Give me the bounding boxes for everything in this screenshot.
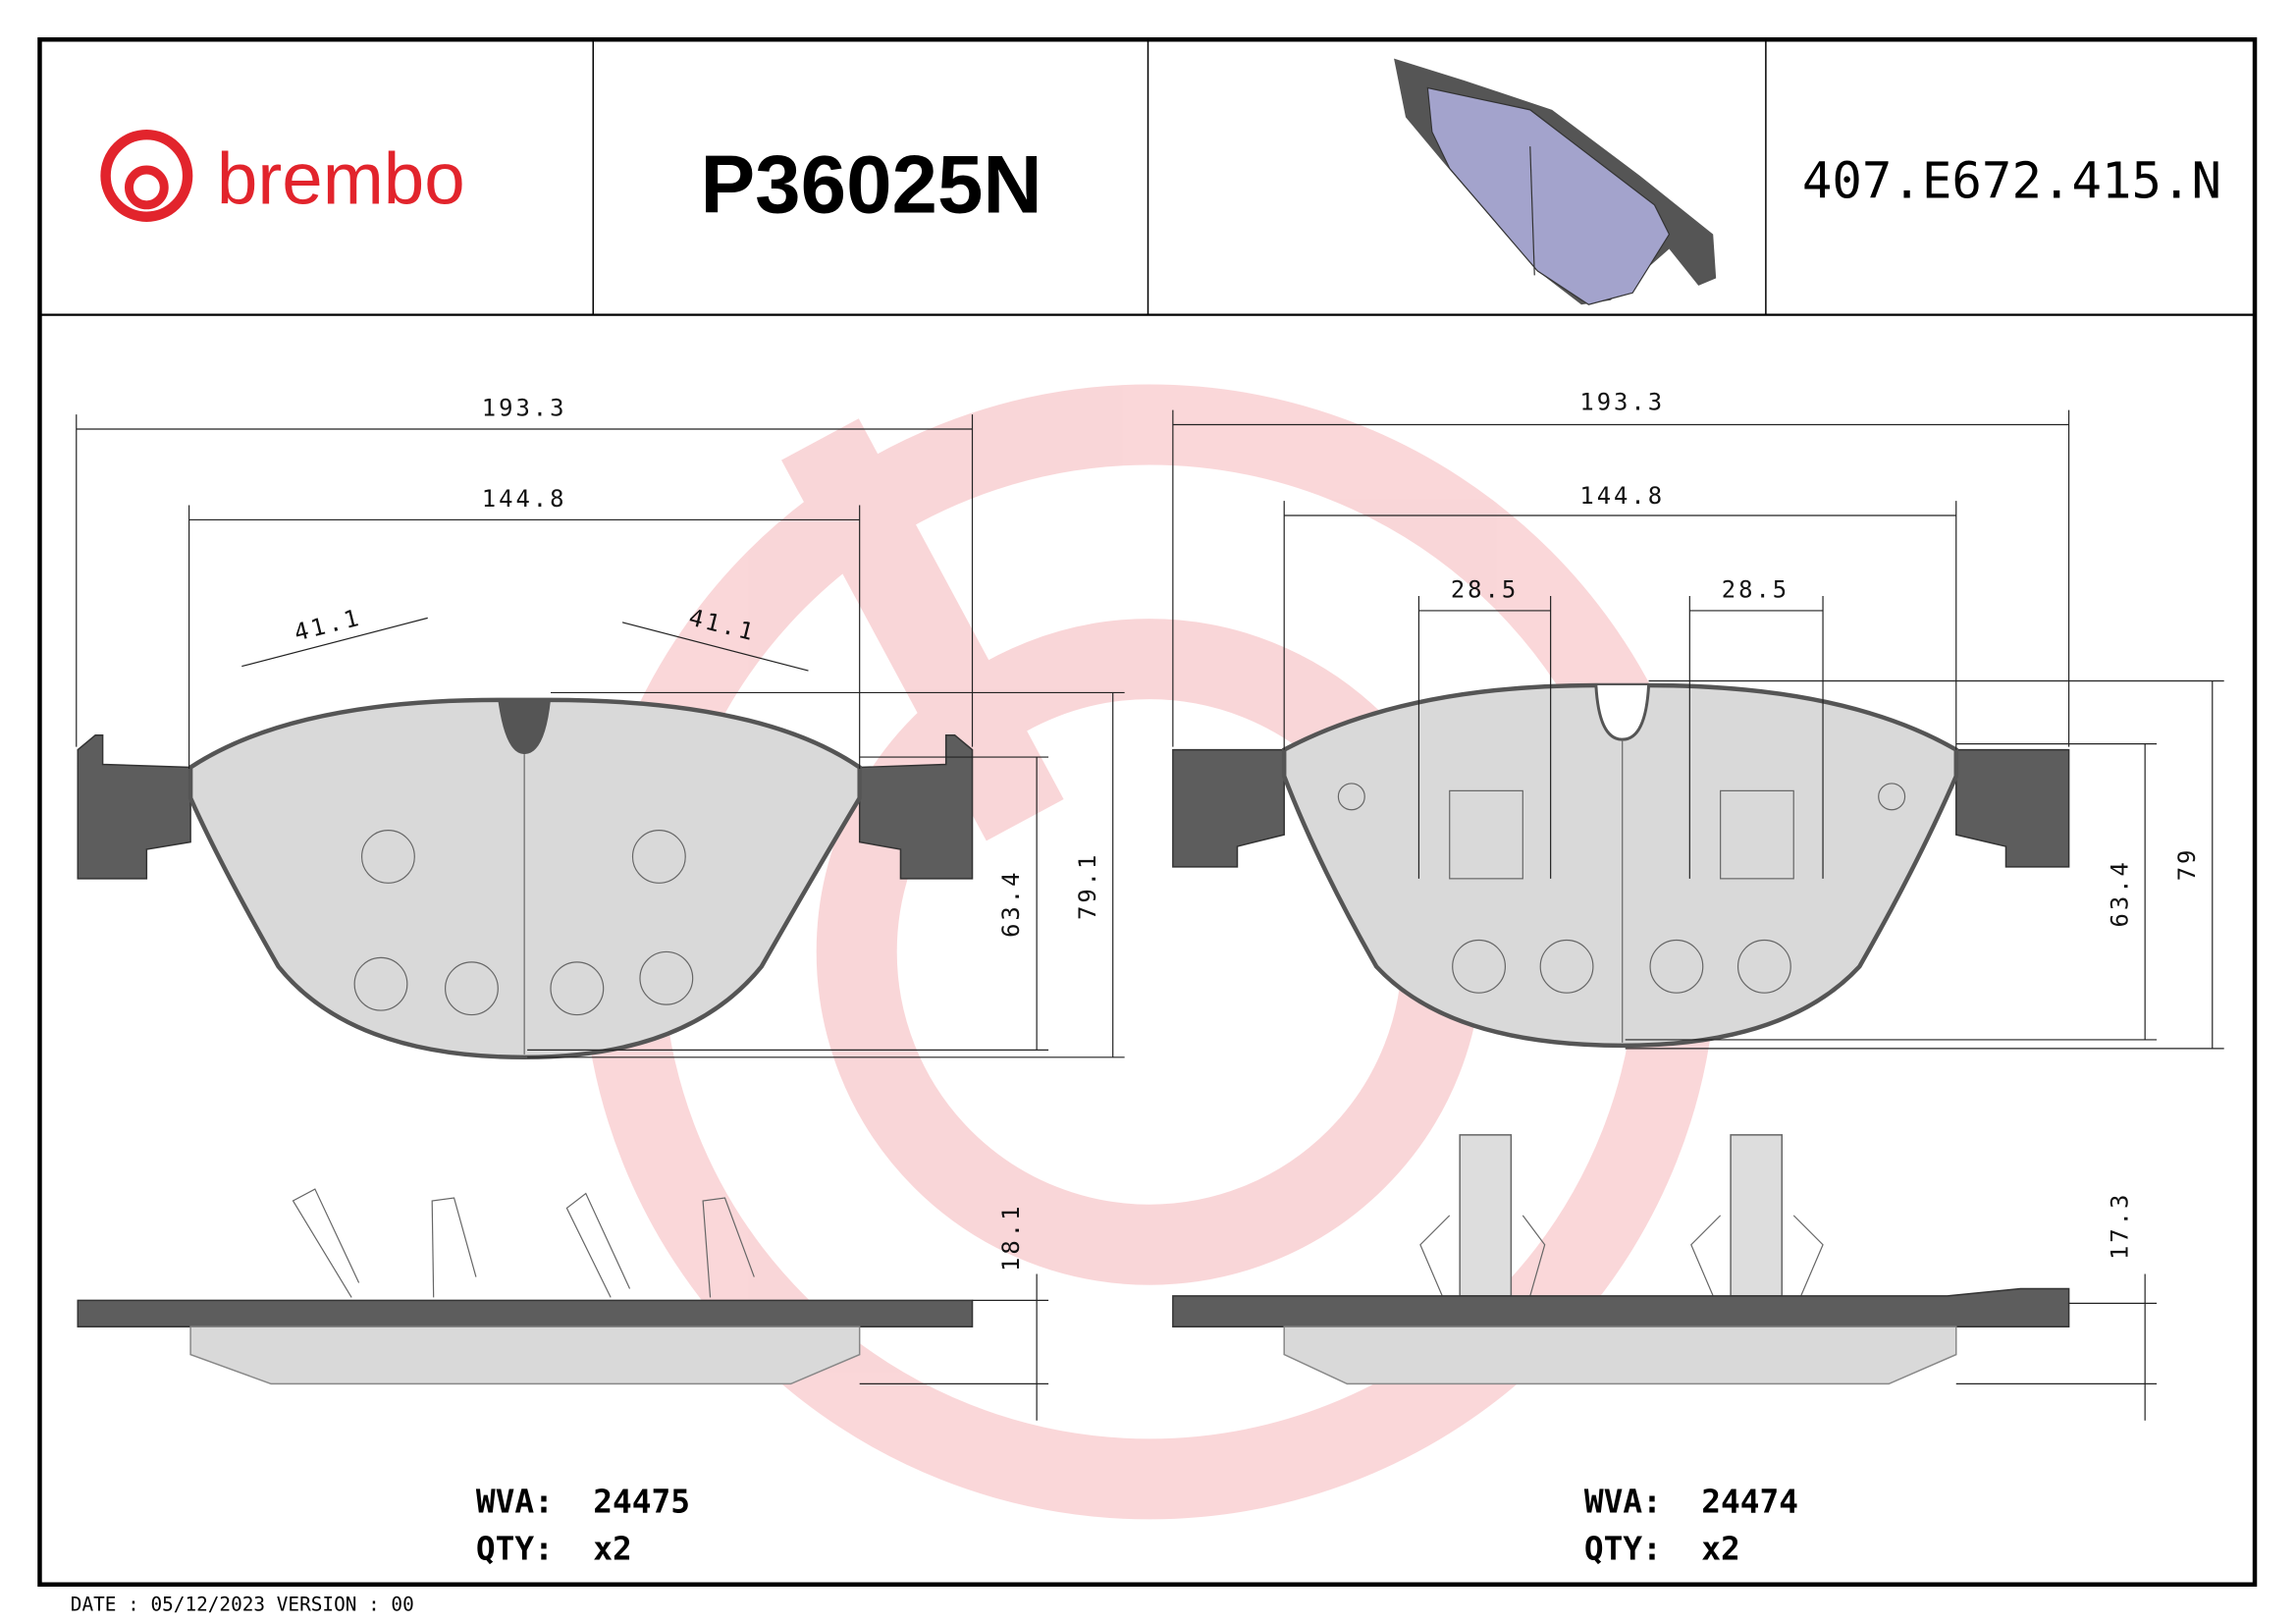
left-wva-label: WVA: — [476, 1484, 554, 1521]
dim-overall-width: 193.3 — [482, 395, 567, 422]
right-wva-label: WVA: — [1584, 1484, 1662, 1521]
left-qty-label: QTY: — [476, 1530, 554, 1567]
brand-name: brembo — [217, 136, 465, 219]
right-dimensions: 193.3 144.8 28.5 28.5 63.4 79 — [1172, 389, 2224, 1050]
dim-overall-width: 193.3 — [1579, 389, 1665, 416]
footer-date-version: DATE : 05/12/2023 VERSION : 00 — [71, 1594, 414, 1616]
dim-thickness: 18.1 — [997, 1204, 1025, 1272]
dim-clip-left: 41.1 — [292, 604, 364, 647]
dim-sensor-right: 28.5 — [1722, 576, 1789, 604]
left-pad-side-view: 18.1 — [77, 1188, 1049, 1421]
right-pad-side-view: 17.3 — [1172, 1134, 2158, 1421]
left-qty: x2 — [593, 1530, 632, 1567]
dim-thickness: 17.3 — [2106, 1192, 2133, 1260]
dim-overall-height: 79.1 — [1074, 852, 1101, 920]
pad-3d-image — [1394, 58, 1717, 305]
dim-friction-height: 63.4 — [997, 870, 1025, 938]
dim-overall-height: 79 — [2173, 847, 2201, 882]
right-wva-number: 24474 — [1701, 1484, 1798, 1521]
left-wva-number: 24475 — [593, 1484, 690, 1521]
dim-friction-width: 144.8 — [482, 485, 567, 513]
left-pad-front-view — [77, 697, 974, 1060]
reference-code: 407.E672.415.N — [1802, 151, 2221, 209]
brembo-logo: brembo — [100, 129, 465, 222]
part-number: P36025N — [700, 137, 1041, 230]
dim-sensor-left: 28.5 — [1451, 576, 1519, 604]
right-qty-label: QTY: — [1584, 1530, 1662, 1567]
dim-friction-width: 144.8 — [1579, 482, 1665, 510]
right-qty: x2 — [1701, 1530, 1740, 1567]
dim-friction-height: 63.4 — [2106, 859, 2133, 927]
right-pad-front-view — [1172, 682, 2070, 1049]
